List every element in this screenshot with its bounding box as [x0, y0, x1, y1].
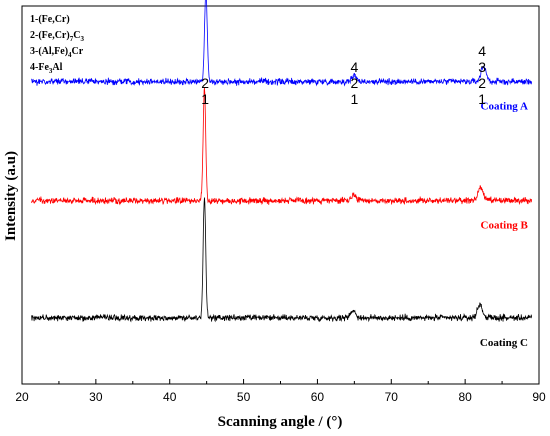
peak-label: 4	[350, 59, 358, 75]
x-tick-label: 80	[458, 390, 472, 404]
series-line	[31, 0, 533, 87]
series-line	[31, 197, 533, 323]
phase-legend: 1-(Fe,Cr) 2-(Fe,Cr)7C3 3-(Al,Fe)4Cr 4-Fe3Al	[30, 14, 84, 75]
plot-frame	[21, 5, 540, 385]
x-tick-label: 90	[532, 390, 546, 404]
x-tick-label: 30	[89, 390, 103, 404]
series-label: Coating B	[481, 220, 529, 232]
y-axis-title: Intensity (a.u)	[3, 151, 19, 241]
series-label: Coating A	[481, 101, 528, 113]
x-tick-label: 20	[15, 390, 29, 404]
peak-label: 3	[478, 59, 486, 75]
series-group: Coating A Coating B Coating C	[31, 0, 533, 349]
peak-label: 1	[201, 91, 209, 107]
x-axis-ticks: 20 30 40 50 60 70 80 90	[15, 379, 546, 404]
x-tick-label: 50	[237, 390, 251, 404]
legend-entry: 1-(Fe,Cr)	[30, 14, 70, 25]
peak-label: 1	[350, 91, 358, 107]
series-label: Coating C	[480, 337, 528, 349]
legend-entry: 2-(Fe,Cr)7C3	[30, 30, 84, 43]
peak-label: 2	[478, 75, 486, 91]
series-line	[31, 87, 533, 206]
x-tick-label: 70	[385, 390, 399, 404]
peak-label: 4	[478, 43, 486, 59]
x-tick-label: 60	[311, 390, 325, 404]
legend-entry: 3-(Al,Fe)4Cr	[30, 46, 84, 59]
legend-entry: 4-Fe3Al	[30, 62, 63, 75]
x-axis-title: Scanning angle / (°)	[218, 414, 343, 430]
peak-label: 2	[350, 75, 358, 91]
x-tick-label: 40	[163, 390, 177, 404]
peak-label: 2	[201, 75, 209, 91]
peak-label: 1	[478, 91, 486, 107]
